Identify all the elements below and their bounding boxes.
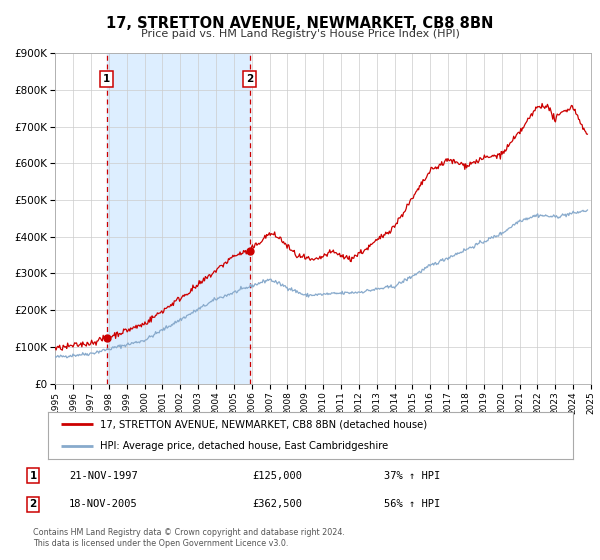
Text: 21-NOV-1997: 21-NOV-1997 <box>69 471 138 481</box>
Text: 2: 2 <box>246 74 253 84</box>
Text: 56% ↑ HPI: 56% ↑ HPI <box>384 499 440 509</box>
Text: 1: 1 <box>103 74 110 84</box>
Text: £362,500: £362,500 <box>252 499 302 509</box>
Text: 17, STRETTON AVENUE, NEWMARKET, CB8 8BN: 17, STRETTON AVENUE, NEWMARKET, CB8 8BN <box>106 16 494 31</box>
Text: 2: 2 <box>29 499 37 509</box>
Text: £125,000: £125,000 <box>252 471 302 481</box>
Text: 18-NOV-2005: 18-NOV-2005 <box>69 499 138 509</box>
Text: HPI: Average price, detached house, East Cambridgeshire: HPI: Average price, detached house, East… <box>101 441 389 451</box>
Text: Price paid vs. HM Land Registry's House Price Index (HPI): Price paid vs. HM Land Registry's House … <box>140 29 460 39</box>
Text: 1: 1 <box>29 471 37 481</box>
Text: This data is licensed under the Open Government Licence v3.0.: This data is licensed under the Open Gov… <box>33 539 289 548</box>
Text: 37% ↑ HPI: 37% ↑ HPI <box>384 471 440 481</box>
Text: 17, STRETTON AVENUE, NEWMARKET, CB8 8BN (detached house): 17, STRETTON AVENUE, NEWMARKET, CB8 8BN … <box>101 419 428 430</box>
Bar <box>107 53 250 384</box>
Text: Contains HM Land Registry data © Crown copyright and database right 2024.: Contains HM Land Registry data © Crown c… <box>33 528 345 536</box>
